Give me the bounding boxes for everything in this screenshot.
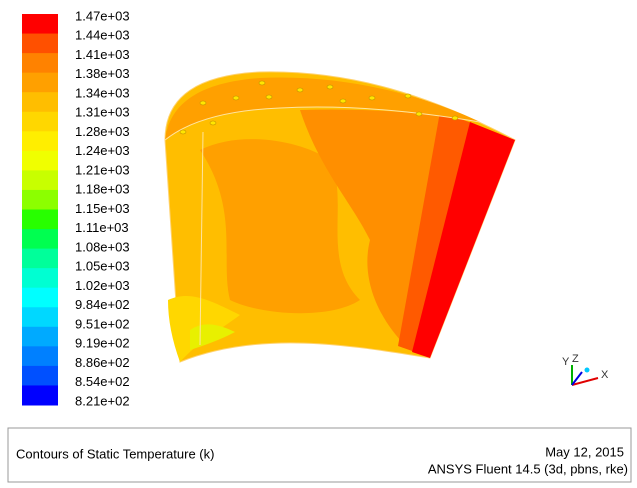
- color-band: [22, 346, 58, 366]
- legend-label: 1.47e+03: [75, 8, 130, 23]
- color-band: [22, 249, 58, 269]
- legend-label: 1.05e+03: [75, 259, 130, 274]
- color-band: [22, 190, 58, 210]
- geometry: [165, 72, 515, 362]
- legend-label: 1.38e+03: [75, 66, 130, 81]
- color-band: [22, 210, 58, 230]
- colorbar: 1.47e+03 1.44e+03 1.41e+03 1.38e+03 1.34e+03…: [22, 8, 130, 408]
- footer-date: May 12, 2015: [545, 444, 624, 459]
- footer-software: ANSYS Fluent 14.5 (3d, pbns, rke): [428, 461, 628, 476]
- fluent-view: 1.47e+03 1.44e+03 1.41e+03 1.38e+03 1.34e+03…: [0, 0, 637, 488]
- color-band: [22, 229, 58, 249]
- legend-label: 8.21e+02: [75, 393, 130, 408]
- footer-title: Contours of Static Temperature (k): [16, 446, 214, 461]
- color-band: [22, 366, 58, 386]
- color-band: [22, 151, 58, 171]
- legend-label: 1.15e+03: [75, 201, 130, 216]
- legend-label: 1.41e+03: [75, 47, 130, 62]
- legend-label: 8.86e+02: [75, 355, 130, 370]
- legend-label: 9.19e+02: [75, 336, 130, 351]
- color-band: [22, 92, 58, 112]
- color-band: [22, 14, 58, 34]
- legend-label: 1.28e+03: [75, 124, 130, 139]
- color-band: [22, 288, 58, 308]
- legend-label: 1.21e+03: [75, 162, 130, 177]
- color-band: [22, 34, 58, 54]
- legend-label: 1.08e+03: [75, 239, 130, 254]
- axis-triad: Y Z X: [562, 353, 609, 385]
- legend-label: 1.11e+03: [75, 220, 129, 235]
- color-band: [22, 112, 58, 132]
- legend-label: 9.84e+02: [75, 297, 130, 312]
- legend-label: 1.18e+03: [75, 182, 130, 197]
- legend-label: 1.02e+03: [75, 278, 130, 293]
- color-band: [22, 307, 58, 327]
- triad-z: Z: [572, 353, 579, 365]
- color-band: [22, 385, 58, 405]
- legend-label: 8.54e+02: [75, 374, 130, 389]
- legend-label: 1.44e+03: [75, 28, 130, 43]
- legend-label: 9.51e+02: [75, 316, 130, 331]
- color-band: [22, 131, 58, 151]
- triad-y: Y: [562, 356, 570, 368]
- color-band: [22, 53, 58, 73]
- legend-label: 1.31e+03: [75, 105, 130, 120]
- legend-label: 1.24e+03: [75, 143, 130, 158]
- color-band: [22, 327, 58, 347]
- color-band: [22, 73, 58, 93]
- color-band: [22, 268, 58, 288]
- color-band: [22, 170, 58, 190]
- footer: Contours of Static Temperature (k) May 1…: [8, 428, 631, 482]
- legend-label: 1.34e+03: [75, 85, 130, 100]
- triad-x: X: [601, 369, 609, 381]
